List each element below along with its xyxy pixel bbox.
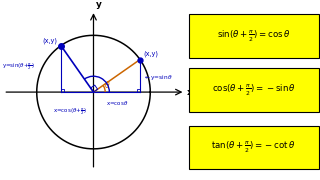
Text: x: x [187,88,193,97]
Text: y=sin($\theta$+$\frac{\pi}{2}$): y=sin($\theta$+$\frac{\pi}{2}$) [2,61,34,72]
Text: x=cos($\theta$+$\frac{\pi}{2}$): x=cos($\theta$+$\frac{\pi}{2}$) [53,107,87,117]
Text: $\tan(\theta+\frac{\pi}{2}) = -\cot\theta$: $\tan(\theta+\frac{\pi}{2}) = -\cot\thet… [211,140,296,155]
Text: (x,y): (x,y) [143,51,158,57]
Text: y: y [96,0,102,9]
FancyBboxPatch shape [188,14,319,58]
Text: $\leftarrow$y=sin$\theta$: $\leftarrow$y=sin$\theta$ [143,73,173,82]
Text: $\theta$: $\theta$ [104,79,111,90]
Bar [137,89,140,92]
FancyBboxPatch shape [188,68,319,112]
Text: $\sin(\theta+\frac{\pi}{2}) = \cos\theta$: $\sin(\theta+\frac{\pi}{2}) = \cos\theta… [217,28,290,44]
Text: $\cos(\theta+\frac{\pi}{2}) = -\sin\theta$: $\cos(\theta+\frac{\pi}{2}) = -\sin\thet… [212,82,296,98]
FancyBboxPatch shape [188,126,319,169]
Text: x=cos$\theta$: x=cos$\theta$ [106,99,128,107]
Text: (x,y): (x,y) [43,37,58,44]
Bar [61,89,64,92]
